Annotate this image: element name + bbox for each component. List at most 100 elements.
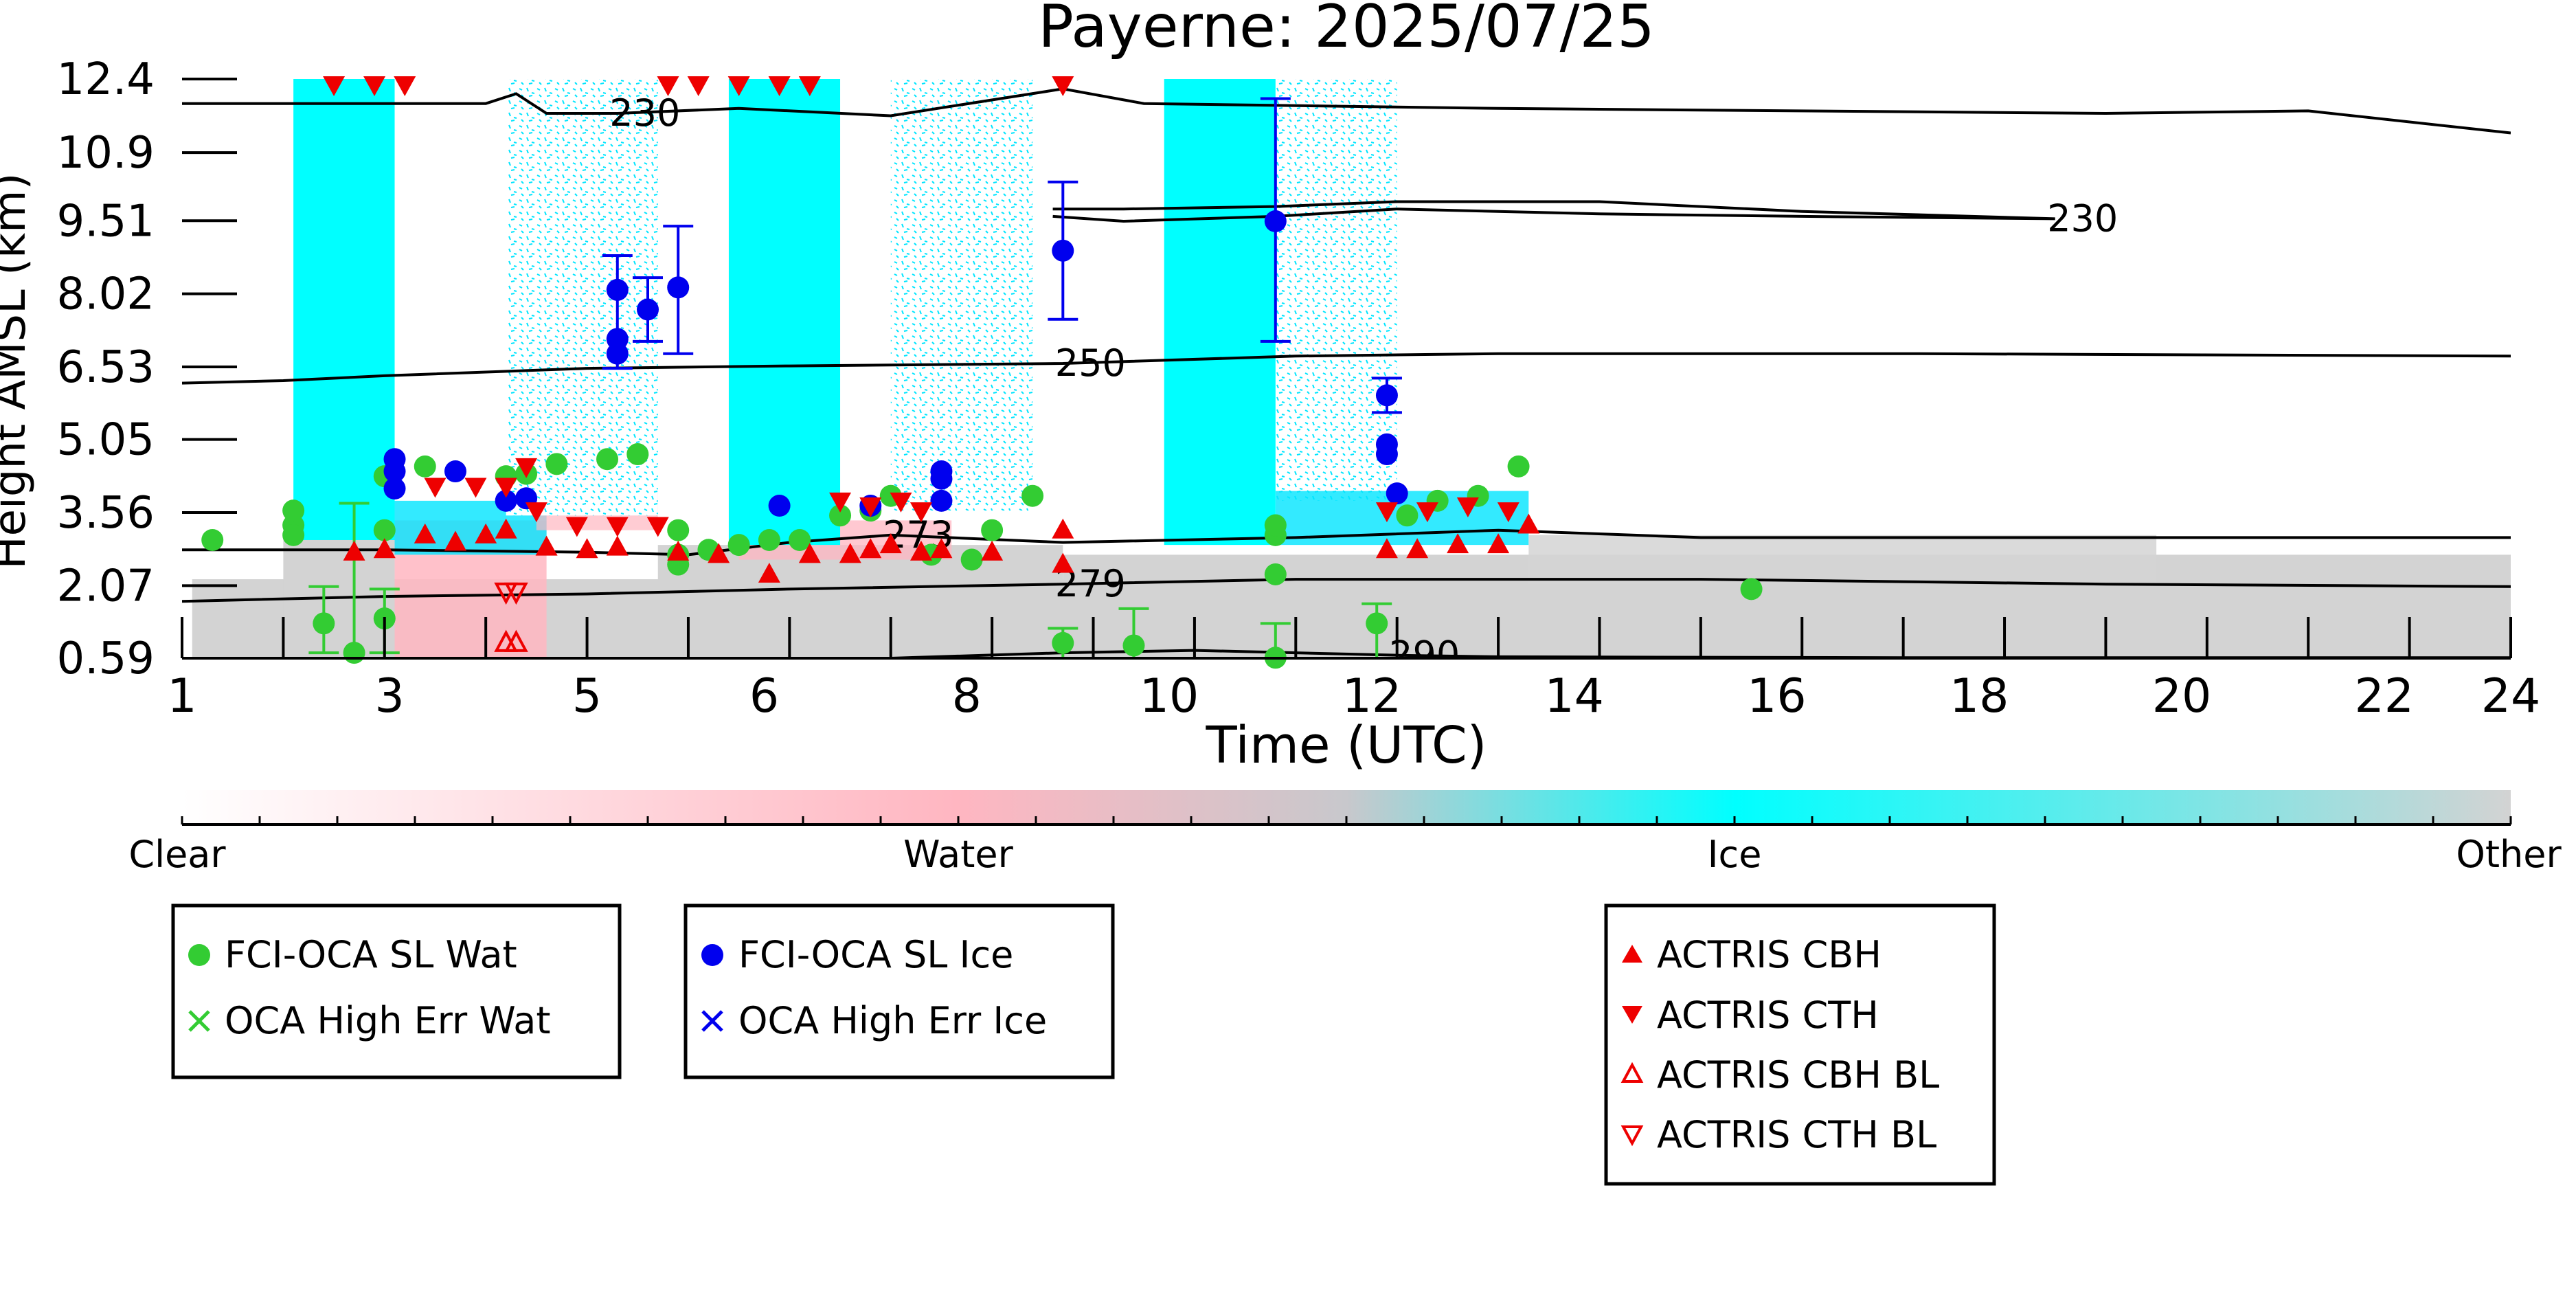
legend-marker-cbh-bl bbox=[1620, 1062, 1644, 1083]
legend-box-water bbox=[171, 903, 622, 1079]
marker-fci-oca-sl-ice bbox=[1375, 443, 1398, 466]
marker-actris-cbh bbox=[930, 538, 953, 559]
legend-marker-oca-err-wat bbox=[188, 1010, 210, 1032]
legend-box-actris bbox=[1604, 903, 1996, 1186]
x-tick-label: 22 bbox=[2354, 669, 2414, 723]
y-tick-label: 3.56 bbox=[57, 488, 155, 539]
y-tick-label: 5.05 bbox=[57, 415, 155, 466]
legend-label-fci-ice: FCI-OCA SL Ice bbox=[738, 933, 1013, 976]
marker-actris-cth bbox=[565, 517, 588, 537]
marker-fci-oca-sl-wat bbox=[758, 528, 780, 551]
marker-actris-cbh bbox=[1052, 518, 1074, 539]
marker-fci-oca-sl-wat bbox=[667, 519, 690, 541]
marker-fci-oca-sl-ice bbox=[1375, 384, 1398, 407]
legend-box-ice bbox=[683, 903, 1115, 1079]
marker-actris-cth bbox=[1375, 502, 1398, 523]
marker-actris-cbh bbox=[495, 518, 517, 539]
marker-fci-oca-sl-ice bbox=[930, 467, 953, 490]
marker-fci-oca-sl-ice bbox=[606, 278, 629, 301]
x-tick-label: 3 bbox=[375, 669, 405, 723]
marker-fci-oca-sl-wat bbox=[1264, 514, 1287, 537]
marker-actris-cbh bbox=[839, 543, 861, 563]
marker-fci-oca-sl-wat bbox=[201, 528, 224, 551]
marker-fci-oca-sl-ice bbox=[667, 276, 690, 299]
x-tick-label: 12 bbox=[1342, 669, 1402, 723]
marker-actris-cth bbox=[525, 502, 547, 523]
marker-fci-oca-sl-wat bbox=[313, 612, 335, 635]
marker-actris-cth bbox=[515, 458, 538, 478]
marker-actris-cth bbox=[890, 492, 912, 513]
marker-actris-cth bbox=[323, 76, 346, 96]
marker-actris-cbh bbox=[576, 538, 598, 559]
y-tick-label: 0.59 bbox=[57, 633, 155, 684]
colorbar-label-ice: Ice bbox=[1708, 833, 1762, 876]
marker-actris-cbh bbox=[535, 535, 558, 556]
marker-actris-cbh-bl bbox=[504, 629, 528, 652]
contour-label-250: 250 bbox=[1055, 341, 1126, 385]
marker-fci-oca-sl-wat bbox=[545, 453, 568, 475]
marker-actris-cth bbox=[424, 478, 447, 498]
y-tick-label: 9.51 bbox=[57, 196, 155, 247]
x-tick-label: 16 bbox=[1747, 669, 1807, 723]
marker-fci-oca-sl-ice bbox=[444, 460, 466, 483]
marker-fci-oca-sl-wat bbox=[1264, 563, 1287, 585]
legend-water: FCI-OCA SL Wat OCA High Err Wat bbox=[171, 903, 622, 1079]
legend-label-oca-err-wat: OCA High Err Wat bbox=[225, 999, 551, 1042]
legend-marker-cth-bl bbox=[1620, 1125, 1644, 1147]
marker-fci-oca-sl-ice bbox=[495, 489, 517, 512]
colorbar-label-other: Other bbox=[2456, 833, 2562, 876]
marker-actris-cth bbox=[687, 76, 710, 96]
marker-fci-oca-sl-ice bbox=[1052, 239, 1074, 262]
marker-actris-cth bbox=[606, 517, 629, 537]
contour-label-230: 230 bbox=[609, 91, 680, 135]
x-tick-label: 5 bbox=[572, 669, 602, 723]
legend-label-oca-err-ice: OCA High Err Ice bbox=[738, 999, 1047, 1042]
marker-actris-cth bbox=[1416, 502, 1438, 523]
x-tick-label: 20 bbox=[2152, 669, 2212, 723]
marker-fci-oca-sl-wat bbox=[1021, 484, 1044, 507]
marker-fci-oca-sl-wat bbox=[981, 519, 1004, 541]
y-tick-label: 8.02 bbox=[57, 269, 155, 320]
legend-marker-cth bbox=[1622, 1006, 1642, 1024]
marker-fci-oca-sl-ice bbox=[606, 342, 629, 365]
marker-fci-oca-sl-wat bbox=[1740, 578, 1763, 600]
marker-actris-cbh bbox=[1406, 538, 1429, 559]
marker-fci-oca-sl-wat bbox=[1052, 631, 1074, 654]
x-tick-label: 10 bbox=[1140, 669, 1199, 723]
marker-fci-oca-sl-wat bbox=[373, 519, 396, 541]
marker-actris-cth bbox=[464, 478, 487, 498]
mask-ice-column bbox=[728, 79, 841, 546]
marker-actris-cth bbox=[798, 76, 821, 96]
marker-actris-cth bbox=[363, 76, 386, 96]
cloud-mask-background bbox=[192, 79, 2511, 658]
marker-fci-oca-sl-wat bbox=[596, 448, 619, 471]
marker-actris-cbh bbox=[879, 533, 902, 554]
marker-fci-oca-sl-wat bbox=[626, 443, 649, 466]
marker-fci-oca-sl-ice bbox=[383, 460, 406, 483]
marker-fci-oca-sl-ice bbox=[1264, 210, 1287, 233]
marker-actris-cth bbox=[646, 517, 669, 537]
marker-fci-oca-sl-wat bbox=[343, 642, 365, 664]
marker-fci-oca-sl-ice bbox=[637, 298, 659, 321]
contour-label-290: 290 bbox=[1389, 633, 1460, 677]
marker-fci-oca-sl-wat bbox=[1366, 612, 1388, 635]
marker-fci-oca-sl-wat bbox=[960, 548, 983, 571]
x-tick-label: 6 bbox=[749, 669, 779, 723]
y-tick-label: 2.07 bbox=[57, 561, 155, 611]
marker-actris-cbh bbox=[708, 543, 730, 563]
marker-actris-cbh bbox=[475, 523, 497, 543]
y-axis-label: Height AMSL (km) bbox=[0, 173, 36, 570]
marker-actris-cth bbox=[1497, 502, 1519, 523]
marker-actris-cbh bbox=[1447, 533, 1469, 554]
legend-label-fci-wat: FCI-OCA SL Wat bbox=[225, 933, 517, 976]
legend-label-cbh-bl: ACTRIS CBH BL bbox=[1657, 1053, 1939, 1097]
marker-actris-cbh bbox=[1052, 552, 1074, 573]
marker-actris-cth-bl bbox=[504, 582, 528, 605]
marker-actris-cbh bbox=[444, 530, 466, 551]
marker-actris-cbh bbox=[909, 540, 932, 561]
marker-actris-cbh bbox=[1517, 513, 1540, 534]
y-tick-label: 12.4 bbox=[57, 54, 155, 105]
marker-actris-cbh bbox=[1487, 533, 1510, 554]
